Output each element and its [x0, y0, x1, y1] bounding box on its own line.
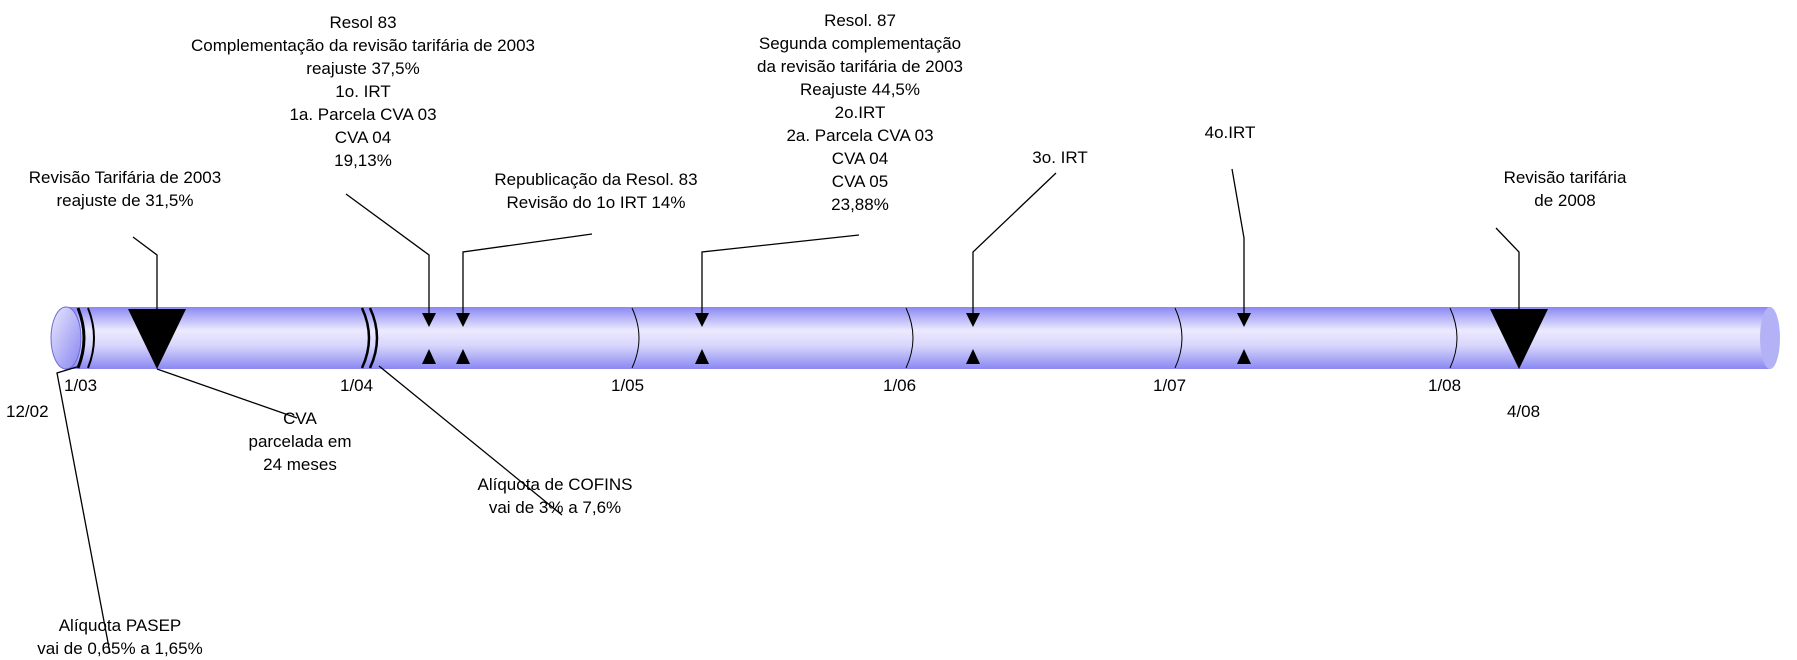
leader-resol-83 — [345, 193, 430, 313]
event-marker-resol-83 — [422, 313, 436, 364]
separator-12-02 — [76, 307, 86, 369]
separator-1-05 — [631, 307, 640, 369]
event-marker-republicacao — [456, 313, 470, 364]
tick-label-1-08: 1/08 — [1428, 376, 1462, 395]
separator-1-04-a — [360, 307, 371, 369]
leader-resol-87 — [701, 234, 860, 313]
annotation-pasep: Alíquota PASEP vai de 0,65% a 1,65% — [37, 616, 203, 658]
event-marker-irt-3 — [966, 313, 980, 364]
tick-label-1-05: 1/05 — [611, 376, 645, 395]
leader-irt-3 — [972, 172, 1057, 313]
leader-revisao-2003 — [132, 236, 158, 309]
separator-1-08 — [1449, 307, 1458, 369]
separator-1-04-b — [368, 307, 379, 369]
timeline-bar — [66, 307, 1770, 369]
separator-1-07 — [1174, 307, 1183, 369]
tick-label-1-03: 1/03 — [64, 376, 98, 395]
timeline-bar-start-cap — [50, 306, 82, 370]
tick-label-12-02: 12/02 — [6, 402, 49, 421]
leader-irt-4 — [1231, 168, 1245, 313]
tick-label-1-04: 1/04 — [340, 376, 374, 395]
tick-label-1-07: 1/07 — [1153, 376, 1187, 395]
annotation-cva-parcelada: CVA parcelada em 24 meses — [248, 409, 352, 474]
annotation-cofins: Alíquota de COFINS vai de 3% a 7,6% — [477, 475, 633, 517]
event-marker-revisao-2008 — [1490, 309, 1548, 369]
event-marker-revisao-2003 — [128, 309, 186, 369]
annotation-revisao-2008: Revisão tarifária de 2008 — [1503, 168, 1627, 210]
tick-label-1-06: 1/06 — [883, 376, 917, 395]
annotation-republicacao: Republicação da Resol. 83 Revisão do 1o … — [494, 170, 698, 212]
annotation-resol-83: Resol 83 Complementação da revisão tarif… — [191, 13, 535, 170]
separator-1-06 — [905, 307, 914, 369]
annotation-resol-87: Resol. 87 Segunda complementação da revi… — [756, 11, 964, 214]
timeline-bar-end-cap — [1760, 307, 1780, 369]
event-marker-resol-87 — [695, 313, 709, 364]
leader-republicacao — [462, 233, 593, 313]
tick-label-4-08: 4/08 — [1507, 402, 1541, 421]
leader-cva-parcelada — [156, 368, 298, 419]
leader-pasep — [56, 365, 111, 654]
separator-1-03 — [87, 307, 95, 369]
leader-cofins — [378, 365, 563, 516]
annotation-irt-3: 3o. IRT — [1032, 148, 1088, 167]
event-marker-irt-4 — [1237, 313, 1251, 364]
annotation-irt-4: 4o.IRT — [1204, 123, 1256, 142]
annotation-revisao-2003: Revisão Tarifária de 2003 reajuste de 31… — [28, 168, 222, 210]
leader-revisao-2008 — [1495, 227, 1520, 309]
